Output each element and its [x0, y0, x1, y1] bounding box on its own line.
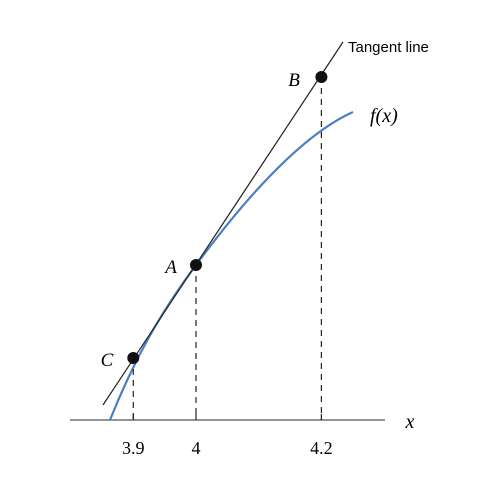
- tick-label: 3.9: [122, 438, 145, 458]
- tick-label: 4.2: [310, 438, 333, 458]
- point: [190, 259, 202, 271]
- curve-label: f(x): [370, 105, 398, 127]
- point: [315, 71, 328, 83]
- curve: [108, 110, 354, 421]
- point-label: A: [163, 257, 177, 278]
- tangent-line: [102, 41, 344, 406]
- tangent-label: Tangent line: [348, 39, 429, 56]
- point-label: C: [101, 350, 114, 371]
- axis-label: x: [405, 411, 415, 433]
- tick-label: 4: [192, 438, 201, 458]
- point: [127, 352, 140, 364]
- point-label: B: [288, 70, 300, 91]
